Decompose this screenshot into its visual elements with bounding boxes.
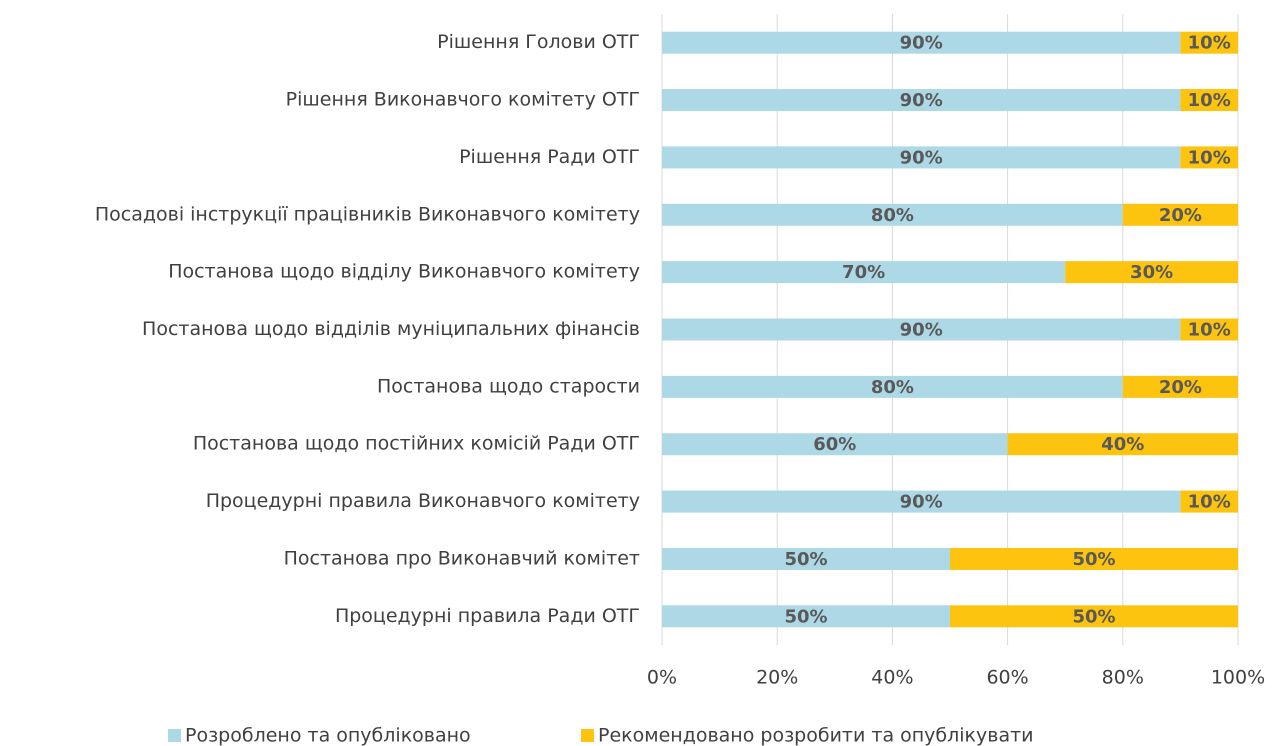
data-label: 90% bbox=[900, 320, 943, 341]
data-label: 50% bbox=[1072, 549, 1115, 570]
data-label: 50% bbox=[784, 606, 827, 627]
data-label: 90% bbox=[900, 33, 943, 54]
bar-segment bbox=[1180, 318, 1238, 341]
bar-segment bbox=[662, 89, 1181, 112]
bar-segment bbox=[950, 605, 1238, 628]
x-tick-label: 100% bbox=[1211, 667, 1265, 689]
bar-segment bbox=[662, 146, 1181, 169]
y-tick-label: Постанова щодо старости bbox=[377, 375, 640, 397]
y-tick-label: Рішення Голови ОТГ bbox=[437, 31, 640, 53]
data-label: 10% bbox=[1188, 90, 1231, 111]
bar-segment bbox=[1122, 203, 1238, 226]
x-tick-label: 40% bbox=[871, 667, 913, 689]
y-tick-label: Постанова про Виконавчий комітет bbox=[284, 547, 640, 569]
x-tick-label: 20% bbox=[756, 667, 798, 689]
data-label: 20% bbox=[1159, 377, 1202, 398]
data-label: 80% bbox=[871, 205, 914, 226]
data-label: 10% bbox=[1188, 492, 1231, 513]
data-label: 70% bbox=[842, 262, 885, 283]
data-label: 90% bbox=[900, 90, 943, 111]
x-tick-label: 80% bbox=[1102, 667, 1144, 689]
bar-segment bbox=[662, 375, 1123, 398]
data-label: 80% bbox=[871, 377, 914, 398]
bar-segment bbox=[1180, 146, 1238, 169]
data-label: 90% bbox=[900, 147, 943, 168]
data-label: 10% bbox=[1188, 33, 1231, 54]
bar-segment bbox=[662, 490, 1181, 513]
bar-segment bbox=[662, 433, 1008, 456]
y-tick-label: Посадові інструкції працівників Виконавч… bbox=[95, 203, 640, 225]
bar-segment bbox=[662, 547, 950, 570]
y-tick-label: Постанова щодо постійних комісій Ради ОТ… bbox=[193, 433, 640, 455]
data-label: 90% bbox=[900, 492, 943, 513]
bar-segment bbox=[1180, 89, 1238, 112]
legend-swatch bbox=[581, 729, 594, 742]
bar-segment bbox=[1180, 31, 1238, 54]
data-label: 30% bbox=[1130, 262, 1173, 283]
data-label: 60% bbox=[813, 434, 856, 455]
data-label: 20% bbox=[1159, 205, 1202, 226]
bar-segment bbox=[662, 261, 1066, 284]
data-label: 10% bbox=[1188, 147, 1231, 168]
x-tick-label: 60% bbox=[986, 667, 1028, 689]
y-tick-label: Процедурні правила Ради ОТГ bbox=[335, 605, 640, 627]
y-tick-label: Постанова щодо відділу Виконавчого коміт… bbox=[168, 261, 640, 283]
bar-segment bbox=[662, 203, 1123, 226]
y-tick-label: Рішення Ради ОТГ bbox=[459, 146, 640, 168]
y-tick-label: Процедурні правила Виконавчого комітету bbox=[206, 490, 640, 512]
bar-segment bbox=[662, 31, 1181, 54]
legend-label: Розроблено та опубліковано bbox=[185, 725, 471, 746]
legend-swatch bbox=[168, 729, 181, 742]
bar-segment bbox=[662, 605, 950, 628]
x-tick-label: 0% bbox=[647, 667, 677, 689]
data-label: 50% bbox=[784, 549, 827, 570]
data-label: 40% bbox=[1101, 434, 1144, 455]
bar-segment bbox=[1122, 375, 1238, 398]
bar-segment bbox=[950, 547, 1238, 570]
data-label: 10% bbox=[1188, 320, 1231, 341]
bar-segment bbox=[1007, 433, 1238, 456]
y-tick-label: Постанова щодо відділів муніципальних фі… bbox=[142, 318, 640, 340]
y-tick-label: Рішення Виконавчого комітету ОТГ bbox=[286, 89, 640, 111]
data-label: 50% bbox=[1072, 606, 1115, 627]
bar-segment bbox=[662, 318, 1181, 341]
legend-label: Рекомендовано розробити та опублікувати bbox=[598, 725, 1034, 746]
bar-segment bbox=[1180, 490, 1238, 513]
bar-segment bbox=[1065, 261, 1238, 284]
